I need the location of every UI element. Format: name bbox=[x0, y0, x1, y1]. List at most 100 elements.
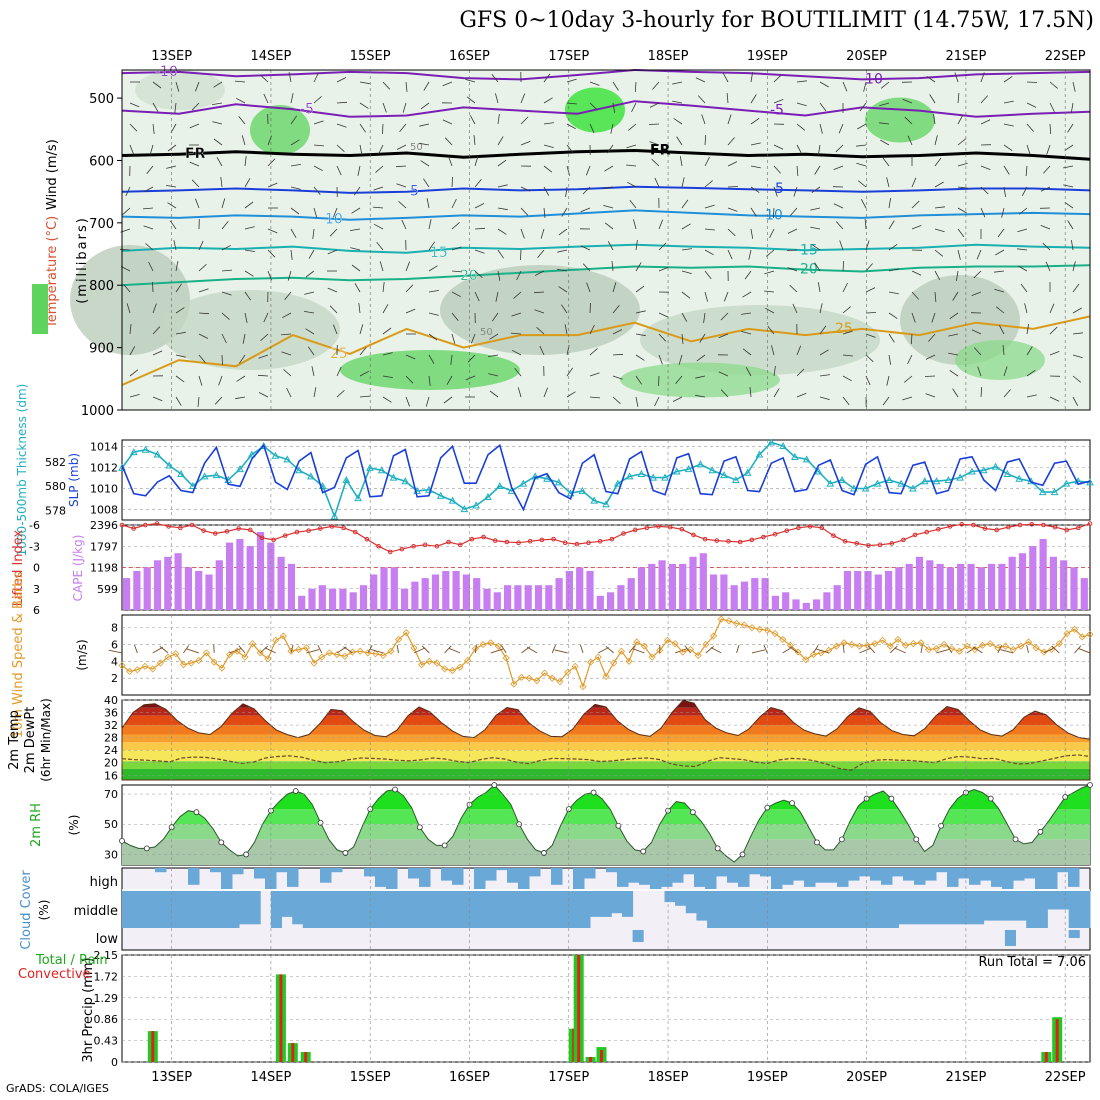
wind-barb bbox=[229, 647, 242, 654]
upper-wind-barb bbox=[957, 115, 964, 125]
wind-barb bbox=[134, 644, 138, 654]
wind-barb bbox=[444, 645, 452, 654]
cloud-high-bar bbox=[848, 868, 860, 881]
upper-wind-barb bbox=[1001, 207, 1005, 218]
upper-wind-barb bbox=[857, 180, 867, 188]
upper-wind-barb bbox=[635, 285, 645, 293]
cape-bar bbox=[1060, 560, 1068, 610]
li-point bbox=[317, 526, 323, 531]
thickness-point bbox=[838, 475, 846, 483]
li-point bbox=[679, 526, 685, 532]
thickness-point bbox=[543, 474, 551, 482]
wind-speed-point bbox=[525, 674, 533, 682]
temp-band bbox=[122, 707, 1090, 716]
upper-wind-barb bbox=[658, 375, 660, 387]
cloud-high-bar bbox=[639, 868, 651, 885]
upper-wind-barb bbox=[382, 123, 384, 135]
cape-bar bbox=[730, 585, 738, 610]
upper-wind-barb bbox=[842, 260, 845, 272]
precip-label: 3hr Precip (mm) bbox=[81, 957, 96, 1062]
thickness-point bbox=[295, 466, 303, 474]
cloud-high-bar bbox=[1068, 868, 1080, 887]
upper-wind-barb bbox=[819, 396, 830, 400]
upper-wind-barb bbox=[910, 333, 913, 345]
wind-speed-point bbox=[118, 661, 126, 670]
upper-wind-barb bbox=[382, 327, 392, 335]
cloud-middle-bar bbox=[600, 891, 612, 917]
upper-wind-barb bbox=[704, 180, 713, 188]
isotherm-label: 10 bbox=[325, 212, 343, 228]
thickness-point bbox=[129, 448, 138, 456]
li-point bbox=[889, 541, 895, 546]
cloud-high-bar bbox=[474, 868, 486, 889]
wind-barb bbox=[920, 644, 923, 653]
li-point bbox=[994, 527, 999, 533]
pressure-tick-label: 600 bbox=[89, 154, 114, 169]
wind-barb bbox=[367, 645, 373, 654]
upper-wind-barb bbox=[290, 93, 294, 104]
upper-wind-barb bbox=[359, 144, 363, 155]
li-point bbox=[329, 524, 335, 529]
upper-wind-barb bbox=[888, 291, 899, 295]
upper-wind-barb bbox=[152, 396, 163, 402]
cape-bar bbox=[710, 574, 718, 610]
wind-speed-point bbox=[817, 649, 825, 657]
cloud-high-bar bbox=[936, 868, 948, 873]
upper-wind-barb bbox=[1071, 240, 1074, 251]
rh-band bbox=[122, 824, 1090, 840]
wind-speed-point bbox=[310, 659, 318, 667]
cloud-high-bar bbox=[716, 868, 728, 877]
rh-swatch bbox=[32, 284, 48, 334]
upper-wind-barb bbox=[566, 144, 574, 154]
cape-bar bbox=[740, 581, 749, 610]
wind-speed-point bbox=[902, 641, 910, 649]
wind-speed-line bbox=[121, 618, 1091, 689]
rh-area bbox=[340, 350, 520, 390]
upper-wind-barb bbox=[589, 324, 595, 335]
upper-wind-barb bbox=[143, 225, 154, 230]
upper-wind-barb bbox=[152, 281, 154, 293]
thickness-point bbox=[767, 438, 776, 446]
cloud-middle-bar bbox=[515, 891, 527, 928]
bottom-day-label: 14SEP bbox=[250, 1070, 291, 1085]
cloud-high-bar bbox=[804, 868, 816, 887]
cloud-high-bar bbox=[573, 868, 585, 889]
thickness-point bbox=[271, 451, 280, 459]
thickness-point bbox=[661, 473, 669, 481]
cloud-high-bar bbox=[837, 868, 849, 887]
upper-wind-barb bbox=[350, 247, 361, 251]
cloud-middle-bar bbox=[1004, 891, 1016, 921]
upper-wind-barb bbox=[718, 371, 729, 377]
upper-wind-barb bbox=[428, 219, 432, 230]
upper-wind-barb bbox=[288, 72, 292, 83]
upper-wind-barb bbox=[589, 372, 600, 377]
cloud-middle-bar bbox=[707, 891, 719, 928]
cape-bar bbox=[905, 563, 913, 610]
cape-bar bbox=[946, 567, 954, 610]
upper-wind-barb bbox=[933, 114, 936, 125]
thickness-point bbox=[165, 461, 174, 469]
wind-speed-point bbox=[356, 647, 364, 655]
precip-convective-bar bbox=[577, 955, 581, 1062]
temp-line bbox=[121, 700, 1091, 781]
li-point bbox=[761, 534, 766, 540]
wind-label: Wind (m/s) bbox=[45, 139, 60, 210]
cape-bar bbox=[329, 588, 337, 610]
upper-wind-barb bbox=[865, 312, 877, 314]
upper-wind-barb bbox=[720, 389, 729, 398]
upper-wind-barb bbox=[566, 102, 577, 105]
li-point bbox=[411, 543, 416, 549]
upper-wind-barb bbox=[534, 270, 545, 276]
rh-point bbox=[789, 800, 796, 807]
thickness-point bbox=[259, 442, 268, 450]
cloud-high-bar bbox=[749, 868, 761, 875]
upper-wind-barb bbox=[865, 333, 876, 338]
li-point bbox=[213, 531, 218, 536]
thickness-point bbox=[885, 475, 894, 483]
upper-wind-barb bbox=[764, 290, 775, 293]
upper-wind-barb bbox=[374, 223, 384, 230]
upper-wind-barb bbox=[790, 207, 798, 216]
upper-wind-barb bbox=[842, 306, 851, 314]
li-point bbox=[516, 540, 521, 546]
bottom-day-label: 15SEP bbox=[350, 1070, 391, 1085]
